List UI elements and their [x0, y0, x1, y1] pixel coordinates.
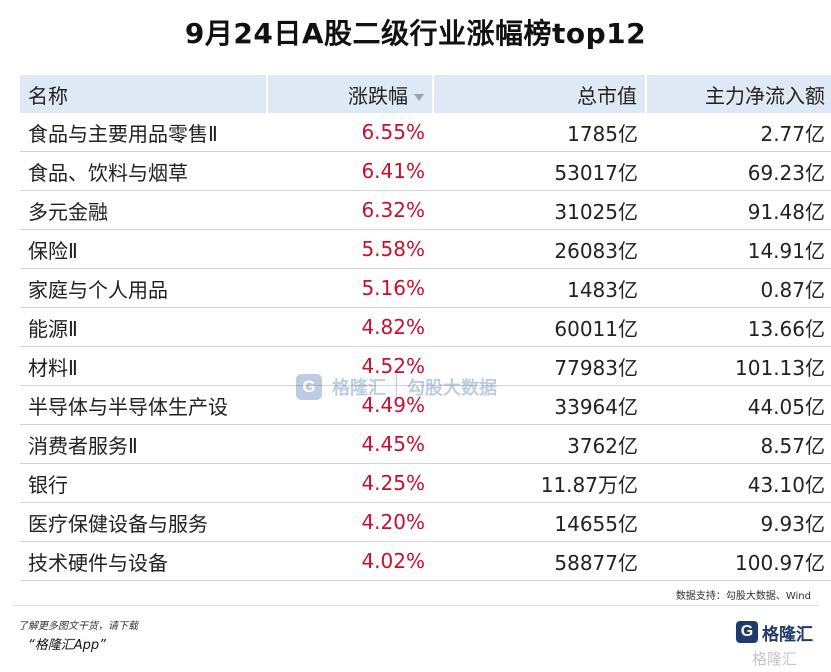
industry-name: 银行 [20, 463, 267, 503]
industry-name: 家庭与个人用品 [20, 268, 267, 308]
net-inflow-value: 43.10亿 [646, 463, 831, 503]
table-header-row: 名称 涨跌幅 总市值 主力净流入额 [20, 75, 831, 113]
table-row[interactable]: 家庭与个人用品 5.16% 1483亿 0.87亿 [20, 268, 831, 308]
table-row[interactable]: 食品、饮料与烟草 6.41% 53017亿 69.23亿 [20, 151, 831, 191]
change-value: 5.16% [267, 268, 433, 308]
app-name-link[interactable]: “格隆汇App” [28, 638, 106, 653]
market-cap-value: 14655亿 [433, 502, 646, 542]
table-row[interactable]: 能源Ⅱ 4.82% 60011亿 13.66亿 [20, 307, 831, 347]
footer-divider [12, 605, 819, 606]
change-value: 4.25% [267, 463, 433, 503]
industry-name: 技术硬件与设备 [20, 541, 267, 581]
change-value: 4.20% [267, 502, 433, 542]
change-value: 4.52% [267, 346, 433, 386]
table-row[interactable]: 材料Ⅱ 4.52% 77983亿 101.13亿 [20, 346, 831, 386]
net-inflow-value: 101.13亿 [646, 346, 831, 386]
table-row[interactable]: 食品与主要用品零售Ⅱ 6.55% 1785亿 2.77亿 [20, 113, 831, 152]
market-cap-value: 33964亿 [433, 385, 646, 425]
market-cap-value: 53017亿 [433, 151, 646, 191]
industry-name: 消费者服务Ⅱ [20, 424, 267, 464]
market-cap-value: 60011亿 [433, 307, 646, 347]
sort-desc-caret-icon[interactable] [414, 93, 424, 101]
change-value: 5.58% [267, 229, 433, 269]
change-value: 4.45% [267, 424, 433, 464]
industry-name: 材料Ⅱ [20, 346, 267, 386]
change-value: 6.55% [267, 113, 433, 152]
net-inflow-value: 69.23亿 [646, 151, 831, 191]
change-value: 6.41% [267, 151, 433, 191]
brand-name: 格隆汇 [762, 624, 813, 645]
net-inflow-value: 44.05亿 [646, 385, 831, 425]
market-cap-value: 58877亿 [433, 541, 646, 581]
industry-name: 多元金融 [20, 190, 267, 230]
gelonghui-logo-icon: G [736, 621, 758, 643]
industry-ranking-table: 名称 涨跌幅 总市值 主力净流入额 食品与主要用品零售Ⅱ 6.55% 1785亿… [20, 75, 831, 581]
market-cap-value: 11.87万亿 [433, 463, 646, 503]
table-row[interactable]: 银行 4.25% 11.87万亿 43.10亿 [20, 463, 831, 503]
header-name[interactable]: 名称 [20, 75, 268, 113]
brand-logo[interactable]: G 格隆汇 [736, 619, 813, 645]
net-inflow-value: 0.87亿 [646, 268, 831, 308]
market-cap-value: 1483亿 [433, 268, 646, 308]
industry-name: 食品、饮料与烟草 [20, 151, 267, 191]
brand-watermark: 格隆汇 [752, 650, 798, 668]
net-inflow-value: 8.57亿 [646, 424, 831, 464]
header-market-cap[interactable]: 总市值 [433, 75, 647, 113]
net-inflow-value: 14.91亿 [646, 229, 831, 269]
net-inflow-value: 100.97亿 [646, 541, 831, 581]
industry-name: 半导体与半导体生产设 [20, 385, 267, 425]
market-cap-value: 1785亿 [433, 113, 646, 152]
change-value: 6.32% [267, 190, 433, 230]
table-row[interactable]: 保险Ⅱ 5.58% 26083亿 14.91亿 [20, 229, 831, 269]
change-value: 4.02% [267, 541, 433, 581]
net-inflow-value: 9.93亿 [646, 502, 831, 542]
net-inflow-value: 13.66亿 [646, 307, 831, 347]
market-cap-value: 26083亿 [433, 229, 646, 269]
net-inflow-value: 2.77亿 [646, 113, 831, 152]
table-row[interactable]: 消费者服务Ⅱ 4.45% 3762亿 8.57亿 [20, 424, 831, 464]
page-title: 9月24日A股二级行业涨幅榜top12 [184, 17, 647, 50]
table-row[interactable]: 多元金融 6.32% 31025亿 91.48亿 [20, 190, 831, 230]
header-change[interactable]: 涨跌幅 [267, 75, 434, 113]
industry-name: 医疗保健设备与服务 [20, 502, 267, 542]
industry-name: 食品与主要用品零售Ⅱ [20, 113, 267, 152]
market-cap-value: 31025亿 [433, 190, 646, 230]
table-row[interactable]: 半导体与半导体生产设 4.49% 33964亿 44.05亿 [20, 385, 831, 425]
table-row[interactable]: 医疗保健设备与服务 4.20% 14655亿 9.93亿 [20, 502, 831, 542]
change-value: 4.82% [267, 307, 433, 347]
data-source-note: 数据支持：勾股大数据、Wind [675, 591, 811, 602]
net-inflow-value: 91.48亿 [646, 190, 831, 230]
change-value: 4.49% [267, 385, 433, 425]
market-cap-value: 77983亿 [433, 346, 646, 386]
market-cap-value: 3762亿 [433, 424, 646, 464]
industry-name: 保险Ⅱ [20, 229, 267, 269]
table-row[interactable]: 技术硬件与设备 4.02% 58877亿 100.97亿 [20, 541, 831, 581]
header-net-inflow[interactable]: 主力净流入额 [646, 75, 831, 113]
industry-name: 能源Ⅱ [20, 307, 267, 347]
download-note: 了解更多图文干货，请下载 [18, 621, 138, 632]
